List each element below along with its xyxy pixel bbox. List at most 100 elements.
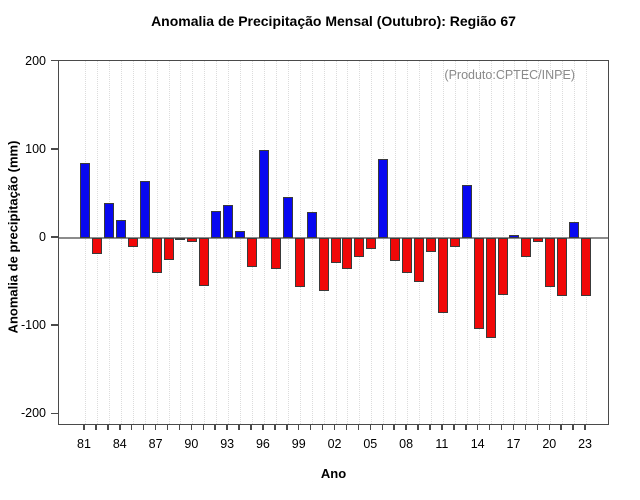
y-tick-label-0: 0 — [39, 230, 46, 244]
gridline-1993 — [228, 61, 230, 424]
y-tick-label--200: -200 — [20, 406, 46, 421]
y-tick-0 — [51, 236, 58, 238]
bar-2007 — [390, 238, 401, 261]
x-tick-2020 — [548, 425, 551, 430]
x-tick-1988 — [166, 425, 169, 430]
bar-2013 — [461, 185, 472, 238]
x-tick-1986 — [142, 425, 145, 430]
gridline-1996 — [263, 61, 265, 424]
x-tick-2016 — [500, 425, 503, 430]
bar-1997 — [270, 238, 281, 269]
x-tick-label-14: 14 — [470, 437, 485, 451]
x-tick-2011 — [441, 425, 443, 430]
bar-1993 — [223, 205, 234, 238]
x-tick-1995 — [250, 425, 252, 430]
bar-1992 — [211, 210, 222, 238]
bar-2010 — [425, 238, 436, 253]
bar-2014 — [473, 238, 484, 329]
x-tick-1984 — [119, 425, 121, 430]
x-tick-2002 — [333, 425, 336, 430]
bar-2009 — [414, 238, 425, 283]
gridline-1992 — [216, 61, 218, 424]
x-tick-1989 — [178, 425, 181, 430]
x-tick-label-81: 81 — [77, 437, 91, 451]
bar-1998 — [282, 197, 293, 238]
x-tick-2006 — [381, 425, 383, 430]
x-tick-1993 — [226, 425, 228, 430]
y-tick-label-200: 200 — [25, 53, 46, 68]
x-tick-label-23: 23 — [578, 437, 592, 451]
gridline-1986 — [144, 61, 146, 424]
x-tick-2019 — [536, 425, 539, 430]
bar-2006 — [378, 158, 389, 238]
y-tick-200 — [51, 59, 58, 62]
x-tick-label-93: 93 — [220, 437, 235, 451]
x-tick-1994 — [238, 425, 240, 430]
gridline-2019 — [538, 61, 540, 424]
x-tick-label-99: 99 — [291, 437, 306, 451]
x-tick-2003 — [345, 425, 348, 430]
x-tick-1999 — [297, 425, 300, 430]
x-tick-label-90: 90 — [184, 437, 199, 451]
bar-2021 — [557, 238, 568, 297]
gridline-2006 — [383, 61, 385, 424]
chart-title: Anomalia de Precipitação Mensal (Outubro… — [151, 13, 516, 29]
x-axis-title: Ano — [320, 466, 347, 481]
gridline-1984 — [120, 61, 122, 424]
bar-2012 — [449, 238, 460, 247]
plot-area — [58, 60, 609, 425]
bar-1986 — [139, 180, 150, 238]
x-tick-label-87: 87 — [148, 437, 163, 451]
x-tick-1981 — [83, 425, 85, 430]
x-tick-2005 — [369, 425, 372, 430]
bar-1989 — [175, 238, 186, 240]
bar-1990 — [187, 238, 198, 243]
bar-2002 — [330, 238, 341, 263]
x-tick-label-08: 08 — [399, 437, 414, 451]
bar-2020 — [545, 238, 556, 288]
x-tick-1998 — [286, 425, 288, 430]
bar-2023 — [581, 238, 592, 297]
product-credit-label: (Produto:CPTEC/INPE) — [444, 68, 575, 82]
bar-1983 — [103, 202, 114, 238]
x-tick-2022 — [572, 425, 574, 430]
x-tick-1996 — [262, 425, 264, 430]
x-tick-1992 — [214, 425, 216, 430]
y-tick--100 — [51, 324, 58, 326]
bar-2022 — [569, 222, 580, 238]
bar-2019 — [533, 238, 544, 242]
bar-1999 — [294, 238, 305, 288]
bar-2017 — [509, 235, 520, 238]
bar-1996 — [258, 149, 269, 238]
gridline-1994 — [240, 61, 242, 424]
x-tick-label-17: 17 — [506, 437, 521, 451]
x-tick-label-05: 05 — [363, 437, 378, 451]
bar-2000 — [306, 212, 317, 238]
x-tick-2008 — [405, 425, 407, 430]
bar-2016 — [497, 238, 508, 296]
gridline-1998 — [287, 61, 289, 424]
x-tick-label-20: 20 — [542, 437, 557, 451]
bar-1988 — [163, 238, 174, 261]
x-tick-2017 — [512, 425, 515, 430]
bar-2003 — [342, 238, 353, 269]
x-tick-2023 — [584, 425, 586, 430]
x-tick-2014 — [476, 425, 479, 430]
bar-2015 — [485, 238, 496, 338]
x-tick-2010 — [429, 425, 431, 430]
bar-1984 — [115, 220, 126, 238]
x-tick-2004 — [357, 425, 360, 430]
x-tick-1983 — [107, 425, 109, 430]
y-tick--200 — [51, 412, 58, 415]
bar-1991 — [199, 238, 210, 287]
x-tick-2012 — [453, 425, 455, 430]
x-tick-label-96: 96 — [255, 437, 270, 451]
x-tick-2007 — [393, 425, 395, 430]
x-tick-2021 — [560, 425, 562, 430]
bar-2001 — [318, 238, 329, 291]
x-tick-label-11: 11 — [435, 437, 449, 451]
bar-1994 — [235, 230, 246, 238]
x-tick-2018 — [524, 425, 527, 430]
x-tick-2015 — [488, 425, 491, 430]
y-tick-100 — [51, 148, 58, 150]
